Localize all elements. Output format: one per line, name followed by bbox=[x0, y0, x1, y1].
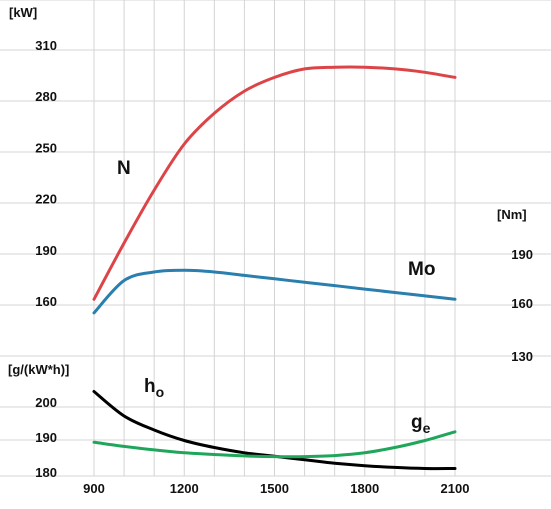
consumption-tick-label: 190 bbox=[35, 430, 57, 445]
power-tick-label: 310 bbox=[35, 38, 57, 53]
consumption-axis-ticks: 200 190 180 bbox=[35, 395, 57, 480]
series-labels: N Mo ho ge bbox=[117, 158, 435, 436]
rpm-axis-ticks: 900 1200 1500 1800 2100 bbox=[83, 481, 469, 496]
series-label-ge: ge bbox=[411, 412, 431, 436]
consumption-tick-label: 200 bbox=[35, 395, 57, 410]
series-label-ho: ho bbox=[144, 376, 164, 400]
torque-tick-label: 130 bbox=[511, 349, 533, 364]
rpm-tick-label: 1500 bbox=[260, 481, 289, 496]
rpm-tick-label: 900 bbox=[83, 481, 105, 496]
series-label-n: N bbox=[117, 158, 131, 179]
consumption-axis-unit: [g/(kW*h)] bbox=[8, 362, 69, 377]
torque-tick-label: 190 bbox=[511, 247, 533, 262]
torque-axis-unit: [Nm] bbox=[497, 207, 527, 222]
power-axis-ticks: 310 280 250 220 190 160 bbox=[35, 38, 57, 309]
rpm-tick-label: 2100 bbox=[441, 481, 470, 496]
torque-axis-ticks: 190 160 130 bbox=[511, 247, 533, 364]
series-line-mo bbox=[92, 268, 457, 315]
consumption-tick-label: 180 bbox=[35, 465, 57, 480]
rpm-tick-label: 1800 bbox=[350, 481, 379, 496]
series-label-mo: Mo bbox=[408, 259, 435, 280]
power-tick-label: 280 bbox=[35, 89, 57, 104]
series-lines bbox=[92, 65, 457, 471]
power-tick-label: 220 bbox=[35, 192, 57, 207]
power-tick-label: 190 bbox=[35, 243, 57, 258]
series-line-n bbox=[92, 65, 457, 301]
power-tick-label: 250 bbox=[35, 140, 57, 155]
series-line-ge bbox=[92, 430, 457, 459]
power-tick-label: 160 bbox=[35, 294, 57, 309]
torque-tick-label: 160 bbox=[511, 296, 533, 311]
power-axis-unit: [kW] bbox=[9, 5, 37, 20]
rpm-tick-label: 1200 bbox=[170, 481, 199, 496]
grid-lines bbox=[0, 0, 551, 477]
